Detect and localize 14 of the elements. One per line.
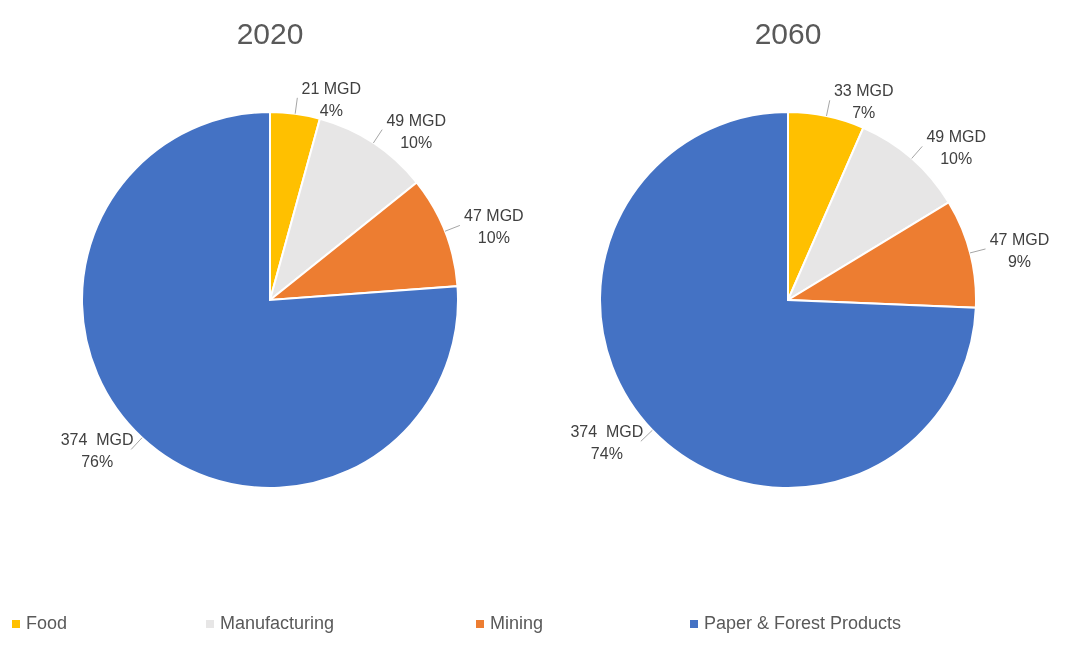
legend-label: Food	[26, 613, 68, 633]
data-label: 49 MGD 10%	[386, 111, 446, 151]
data-label: 49 MGD 10%	[926, 128, 987, 168]
data-label: 47 MGD 10%	[464, 207, 524, 247]
legend-label: Manufacturing	[220, 613, 335, 633]
legend-label: Mining	[490, 613, 544, 633]
legend-label: Paper & Forest Products	[704, 613, 902, 633]
chart-title: 2060	[754, 17, 822, 50]
data-label: 374 MGD 76%	[60, 431, 134, 471]
data-label: 374 MGD 74%	[570, 423, 644, 463]
chart-title: 2020	[236, 17, 304, 50]
data-label: 33 MGD 7%	[833, 82, 894, 122]
data-label: 47 MGD 9%	[989, 230, 1050, 270]
data-label: 21 MGD 4%	[301, 79, 362, 119]
